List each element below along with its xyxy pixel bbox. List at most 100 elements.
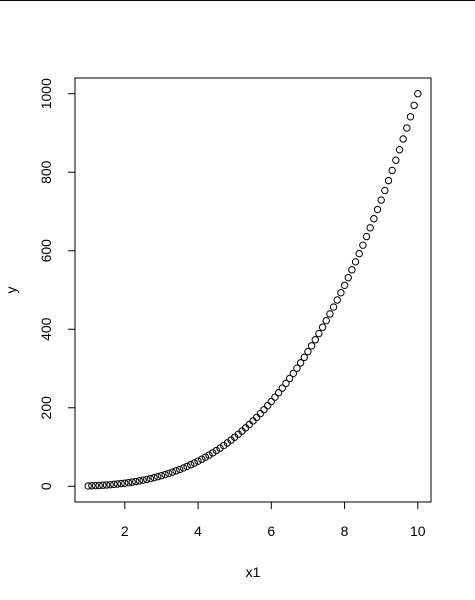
data-point <box>157 471 166 480</box>
data-point <box>392 156 400 164</box>
data-point <box>124 478 133 487</box>
data-point <box>410 101 418 110</box>
data-point <box>296 359 305 367</box>
data-point <box>263 401 272 410</box>
data-point <box>117 479 125 488</box>
data-point <box>414 90 422 98</box>
data-point <box>311 336 319 344</box>
data-point <box>340 281 349 289</box>
data-point <box>377 196 385 204</box>
data-point <box>154 473 162 481</box>
data-point <box>113 480 122 488</box>
y-axis: 0 200 400 600 800 1000 <box>38 78 76 490</box>
data-point <box>84 482 92 490</box>
data-point <box>176 465 184 474</box>
data-point <box>359 241 367 249</box>
data-point <box>168 468 177 476</box>
data-point <box>293 364 301 372</box>
data-point <box>282 379 290 388</box>
data-point <box>344 273 352 282</box>
data-point <box>216 444 224 452</box>
data-point <box>165 469 173 478</box>
data-point <box>219 441 228 450</box>
x-tick-label: 4 <box>194 523 202 539</box>
data-point <box>212 446 221 455</box>
data-point <box>274 389 283 397</box>
data-point <box>201 453 210 461</box>
data-point <box>329 303 338 311</box>
data-point <box>395 145 404 154</box>
x-axis-label: x1 <box>246 564 261 580</box>
data-point <box>366 224 374 232</box>
data-point <box>278 384 287 392</box>
data-point <box>102 481 111 489</box>
data-point <box>252 413 261 422</box>
data-point <box>337 289 345 297</box>
data-point <box>322 316 330 325</box>
x-tick-label: 8 <box>341 523 349 539</box>
data-point <box>289 369 297 378</box>
data-point <box>161 470 169 479</box>
data-point <box>315 329 323 338</box>
data-point <box>106 480 114 489</box>
data-points <box>84 90 422 490</box>
data-point <box>399 135 407 143</box>
data-point <box>110 480 118 489</box>
data-point <box>355 249 363 258</box>
data-point <box>351 258 360 266</box>
data-point <box>139 476 147 484</box>
data-point <box>362 232 371 241</box>
data-point <box>388 166 396 175</box>
data-point <box>128 478 136 486</box>
x-tick-label: 10 <box>410 523 426 539</box>
data-point <box>150 473 158 482</box>
data-point <box>406 113 415 121</box>
data-point <box>99 481 107 489</box>
data-point <box>143 475 151 484</box>
data-point <box>271 393 279 401</box>
y-tick-label: 800 <box>38 160 54 184</box>
y-tick-label: 600 <box>38 239 54 263</box>
x-axis: 2 4 6 8 10 <box>121 501 426 539</box>
data-point <box>326 310 334 318</box>
data-point <box>373 205 382 214</box>
x-tick-label: 6 <box>267 523 275 539</box>
x-tick-label: 2 <box>121 523 129 539</box>
y-tick-label: 400 <box>38 317 54 341</box>
data-point <box>370 215 378 223</box>
data-point <box>256 409 265 418</box>
plot-frame <box>74 77 432 503</box>
data-point <box>194 457 202 465</box>
data-point <box>333 296 341 304</box>
data-point <box>95 481 103 490</box>
data-point <box>307 342 316 350</box>
data-point <box>260 405 268 414</box>
data-point <box>183 462 191 471</box>
y-axis-label: y <box>3 287 19 294</box>
data-point <box>88 482 96 490</box>
data-point <box>300 353 308 362</box>
data-point <box>348 266 356 274</box>
top-border <box>0 0 475 1</box>
data-point <box>267 397 276 406</box>
data-point <box>179 464 188 472</box>
data-point <box>381 186 389 195</box>
data-point <box>146 474 155 483</box>
data-point <box>285 374 294 383</box>
y-tick-label: 0 <box>38 482 54 490</box>
y-tick-label: 200 <box>38 396 54 420</box>
data-point <box>304 347 312 356</box>
data-point <box>384 176 393 185</box>
y-tick-label: 1000 <box>38 78 54 109</box>
data-point <box>205 451 213 459</box>
data-point <box>403 124 411 132</box>
data-point <box>249 417 257 425</box>
data-point <box>121 479 129 487</box>
data-point <box>187 461 195 469</box>
data-point <box>198 455 206 463</box>
data-point <box>318 323 327 331</box>
data-point <box>135 477 144 485</box>
data-point <box>172 467 180 475</box>
data-point <box>190 459 199 467</box>
